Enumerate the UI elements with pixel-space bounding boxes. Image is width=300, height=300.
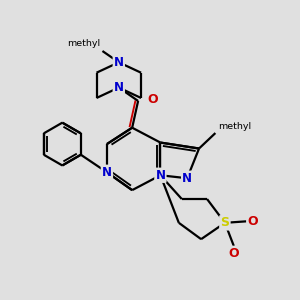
Text: N: N: [155, 169, 165, 182]
Text: O: O: [248, 215, 258, 228]
Text: N: N: [182, 172, 192, 185]
Text: N: N: [114, 56, 124, 69]
Text: S: S: [220, 216, 230, 229]
Text: N: N: [114, 81, 124, 94]
Text: N: N: [102, 166, 112, 179]
Text: O: O: [229, 247, 239, 260]
Text: methyl: methyl: [67, 39, 100, 48]
Text: O: O: [148, 93, 158, 106]
Text: methyl: methyl: [218, 122, 251, 131]
